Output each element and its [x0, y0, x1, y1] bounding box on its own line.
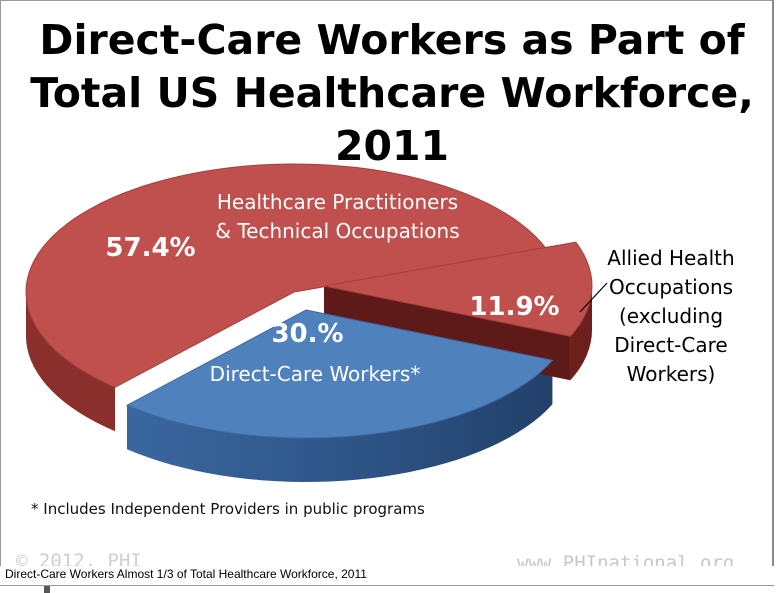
slice-label-direct-care: Direct-Care Workers*: [209, 362, 421, 386]
slice-side-direct-care: [127, 360, 553, 482]
chart-title-line-2: Total US Healthcare Workforce, 2011: [30, 69, 754, 170]
footnote: * Includes Independent Providers in publ…: [31, 500, 425, 518]
slice-label-line: Allied Health: [607, 246, 735, 270]
slice-side-allied-health: [570, 286, 592, 381]
slice-side-healthcare-practitioners: [26, 292, 115, 432]
chart-title: Direct-Care Workers as Part of Total US …: [0, 14, 784, 173]
slice-label-line: Direct-Care: [614, 333, 728, 357]
chart-frame: [0, 0, 774, 586]
edge-mark: [44, 586, 50, 593]
image-caption: Direct-Care Workers Almost 1/3 of Total …: [0, 566, 784, 585]
leader-line-allied-health: [579, 282, 608, 313]
slice-label-line: Healthcare Practitioners: [216, 190, 459, 214]
slice-allied-health: [323, 241, 593, 337]
slice-label-line: & Technical Occupations: [215, 219, 460, 243]
slice-label-line: (excluding: [618, 304, 724, 328]
slice-healthcare-practitioners: [25, 163, 547, 388]
slice-value-healthcare-practitioners: 57.4%: [105, 233, 196, 263]
slice-label-line: Workers): [626, 362, 716, 386]
slice-value-allied-health: 11.9%: [469, 292, 560, 322]
slice-direct-care: [125, 309, 554, 439]
slice-label-healthcare-practitioners: Healthcare Practitioners & Technical Occ…: [195, 188, 480, 246]
slice-label-line: Occupations: [608, 275, 734, 299]
chart-title-line-1: Direct-Care Workers as Part of: [39, 16, 745, 64]
slice-value-direct-care: 30.%: [271, 319, 344, 349]
slice-label-allied-health: Allied Health Occupations (excluding Dir…: [597, 244, 745, 389]
